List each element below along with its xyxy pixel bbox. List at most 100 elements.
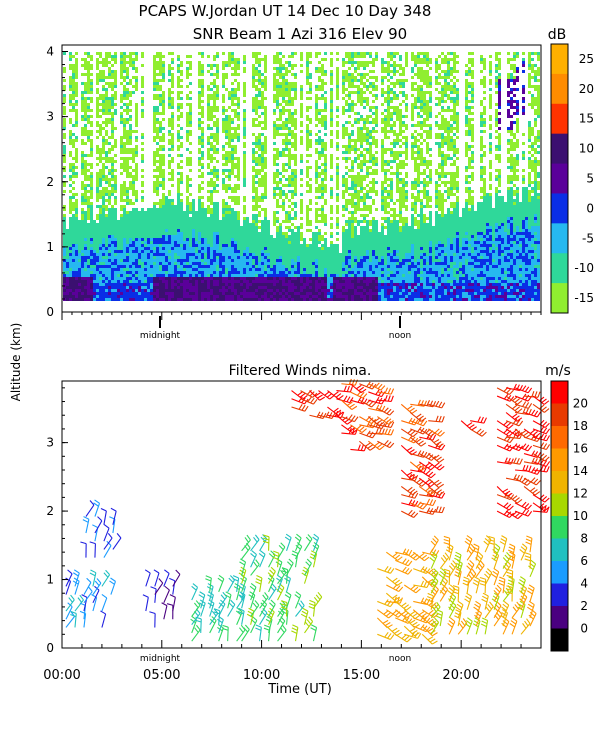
snr-cell <box>69 97 72 100</box>
snr-cell <box>102 265 105 268</box>
snr-cell <box>318 61 321 64</box>
snr-cell <box>276 130 279 133</box>
snr-cell <box>297 289 300 292</box>
snr-cell <box>174 229 177 232</box>
snr-cell <box>216 253 219 256</box>
snr-cell <box>63 250 66 253</box>
snr-cell <box>171 52 174 55</box>
snr-cell <box>210 289 213 292</box>
snr-cell <box>225 211 228 214</box>
snr-cell <box>258 100 261 103</box>
snr-cell <box>258 277 261 280</box>
snr-cell <box>288 292 291 295</box>
snr-cell <box>129 238 132 241</box>
snr-cell <box>315 220 318 223</box>
snr-cell <box>141 223 144 226</box>
snr-cell <box>285 241 288 244</box>
snr-cell <box>264 268 267 271</box>
snr-cell <box>63 283 66 286</box>
snr-cell <box>186 253 189 256</box>
snr-cell <box>321 193 324 196</box>
snr-cell <box>219 289 222 292</box>
snr-cell <box>111 292 114 295</box>
snr-cell <box>318 274 321 277</box>
snr-cell <box>162 118 165 121</box>
snr-cell <box>156 262 159 265</box>
snr-cell <box>108 262 111 265</box>
snr-cell <box>249 238 252 241</box>
snr-cell <box>111 187 114 190</box>
snr-cell <box>180 202 183 205</box>
snr-cell <box>198 235 201 238</box>
snr-cell <box>249 268 252 271</box>
snr-cell <box>90 124 93 127</box>
snr-cell <box>177 277 180 280</box>
snr-cell <box>153 70 156 73</box>
snr-cell <box>276 286 279 289</box>
snr-cell <box>129 184 132 187</box>
snr-cell <box>141 256 144 259</box>
snr-cell <box>309 61 312 64</box>
snr-cell <box>234 196 237 199</box>
snr-cell <box>84 298 87 301</box>
snr-cell <box>288 289 291 292</box>
snr-cell <box>225 118 228 121</box>
snr-cell <box>156 88 159 91</box>
snr-cell <box>69 208 72 211</box>
snr-cell <box>243 283 246 286</box>
snr-cell <box>150 265 153 268</box>
snr-cell <box>315 286 318 289</box>
snr-cell <box>111 193 114 196</box>
snr-cell <box>264 277 267 280</box>
snr-cell <box>75 64 78 67</box>
snr-cell <box>90 232 93 235</box>
snr-cell <box>330 97 333 100</box>
snr-cell <box>105 181 108 184</box>
snr-cell <box>168 298 171 301</box>
snr-cell <box>75 220 78 223</box>
snr-cell <box>216 247 219 250</box>
snr-cell <box>201 151 204 154</box>
snr-cell <box>288 283 291 286</box>
snr-cell <box>201 265 204 268</box>
snr-cell <box>84 268 87 271</box>
snr-cell <box>255 163 258 166</box>
snr-cell <box>207 223 210 226</box>
snr-cell <box>105 100 108 103</box>
snr-cell <box>108 208 111 211</box>
snr-cell <box>72 196 75 199</box>
snr-cell <box>201 79 204 82</box>
snr-cell <box>279 76 282 79</box>
snr-cell <box>198 220 201 223</box>
snr-cell <box>255 235 258 238</box>
snr-cell <box>258 178 261 181</box>
snr-cell <box>126 157 129 160</box>
snr-cell <box>225 226 228 229</box>
snr-cell <box>207 196 210 199</box>
snr-cell <box>252 64 255 67</box>
snr-cell <box>123 109 126 112</box>
snr-cell <box>291 181 294 184</box>
snr-cell <box>321 217 324 220</box>
snr-cell <box>63 184 66 187</box>
snr-cell <box>195 271 198 274</box>
snr-cell <box>72 88 75 91</box>
snr-cell <box>258 271 261 274</box>
snr-cell <box>129 250 132 253</box>
snr-cell <box>123 238 126 241</box>
snr-cell <box>156 193 159 196</box>
snr-cell <box>189 244 192 247</box>
snr-cell <box>225 109 228 112</box>
snr-cell <box>81 202 84 205</box>
snr-cell <box>201 232 204 235</box>
snr-cell <box>231 136 234 139</box>
snr-cell <box>315 253 318 256</box>
snr-cell <box>282 265 285 268</box>
snr-cell <box>273 256 276 259</box>
snr-cell <box>324 103 327 106</box>
snr-cell <box>342 265 345 268</box>
snr-cell <box>216 184 219 187</box>
snr-cell <box>153 151 156 154</box>
snr-cell <box>237 241 240 244</box>
snr-cell <box>333 274 336 277</box>
